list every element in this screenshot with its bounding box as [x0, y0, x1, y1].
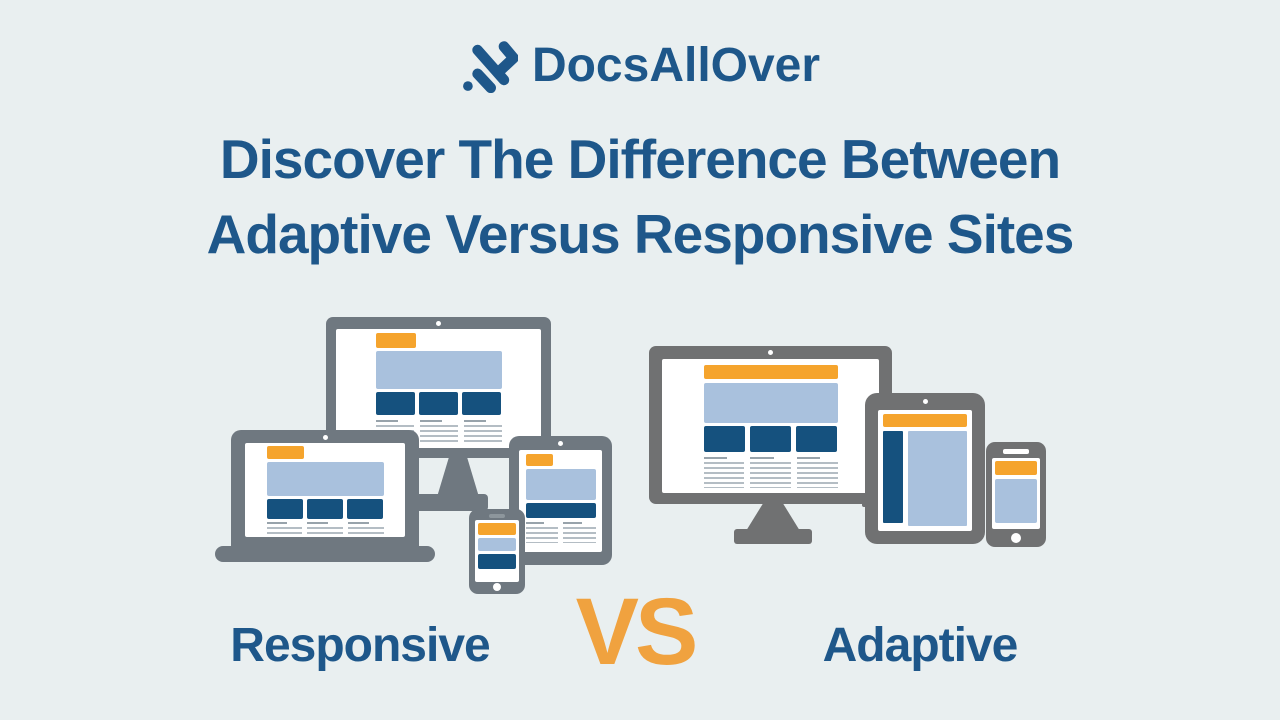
- mock-logo-block: [375, 333, 416, 348]
- responsive-label: Responsive: [230, 619, 490, 672]
- tablet-screen: [519, 450, 602, 552]
- mock-hero-block: [478, 538, 516, 551]
- tablet-side-button: [862, 493, 867, 507]
- webpage-mock: [525, 450, 596, 543]
- logo-text: DocsAllOver: [531, 38, 821, 92]
- responsive-monitor: [326, 317, 551, 458]
- mock-text-lines: [704, 457, 745, 488]
- mock-card-block: [347, 499, 384, 519]
- mock-card-block: [796, 426, 838, 452]
- vs-label: VS: [575, 579, 699, 685]
- mock-card-block: [749, 426, 792, 452]
- mock-sidebar-block: [883, 431, 903, 523]
- webcam-dot-icon: [922, 399, 928, 404]
- webcam-dot-icon: [558, 441, 563, 446]
- home-button-icon: [1011, 533, 1021, 543]
- webpage-mock: [478, 520, 516, 569]
- adaptive-tablet: [862, 393, 985, 544]
- adaptive-label: Adaptive: [822, 619, 1019, 672]
- adaptive-phone: [986, 442, 1046, 547]
- mock-card-block: [478, 554, 516, 569]
- webpage-mock: [703, 359, 838, 488]
- mock-hero-block: [525, 469, 596, 500]
- home-button-icon: [493, 583, 501, 591]
- mock-card-row: [266, 499, 384, 519]
- mock-hero-block: [703, 383, 838, 423]
- webpage-mock: [375, 329, 502, 443]
- mock-card-block: [418, 392, 459, 415]
- mock-logo-block: [266, 446, 304, 459]
- mock-card-row: [375, 392, 502, 415]
- mock-card-block: [525, 503, 596, 518]
- mock-card-block: [306, 499, 344, 519]
- mock-header-bar: [883, 414, 967, 427]
- webcam-dot-icon: [436, 321, 441, 326]
- phone-speaker-icon: [489, 514, 505, 518]
- webcam-dot-icon: [322, 435, 328, 440]
- monitor-stand-base: [734, 529, 812, 544]
- headline-line-2: Adaptive Versus Responsive Sites: [206, 203, 1075, 265]
- mock-content-block: [995, 479, 1037, 523]
- mock-card-row: [703, 426, 838, 452]
- webpage-mock: [883, 410, 967, 526]
- mock-hero-block: [266, 462, 384, 496]
- mock-header-bar: [703, 365, 838, 379]
- phone-speaker-icon: [1003, 449, 1029, 454]
- mock-content-block: [908, 431, 967, 526]
- mock-text-row: [704, 457, 838, 488]
- mock-layout-row: [883, 431, 967, 526]
- phone-screen: [475, 520, 519, 582]
- webpage-mock: [266, 443, 384, 537]
- webcam-dot-icon: [768, 350, 773, 355]
- mock-hero-block: [375, 351, 502, 389]
- headline-line-1: Discover The Difference Between: [219, 128, 1061, 190]
- responsive-laptop: [231, 430, 419, 546]
- mock-logo-block: [525, 454, 553, 466]
- mock-card-block: [703, 426, 745, 452]
- mock-logo-block: [478, 523, 516, 535]
- monitor-screen: [336, 329, 541, 448]
- responsive-tablet: [509, 436, 612, 565]
- page-title: Discover The Difference Between Adaptive…: [0, 122, 1280, 272]
- monitor-stand-neck: [746, 503, 800, 531]
- mock-text-lines: [797, 457, 838, 488]
- phone-screen: [992, 458, 1040, 529]
- monitor-screen: [662, 359, 879, 493]
- laptop-base: [215, 546, 435, 562]
- mock-text-lines: [750, 457, 791, 488]
- mock-card-block: [462, 392, 502, 415]
- mock-card-block: [266, 499, 303, 519]
- adaptive-monitor: [649, 346, 892, 504]
- laptop-screen: [245, 443, 405, 537]
- monitor-stand-base: [412, 494, 488, 511]
- mock-header-bar: [995, 461, 1037, 475]
- tablet-screen: [878, 410, 972, 531]
- responsive-phone: [469, 509, 525, 594]
- brand-logo: DocsAllOver: [0, 34, 1280, 96]
- mock-card-block: [375, 392, 415, 415]
- webpage-mock: [995, 458, 1037, 523]
- docsallover-logo-icon: [463, 41, 518, 93]
